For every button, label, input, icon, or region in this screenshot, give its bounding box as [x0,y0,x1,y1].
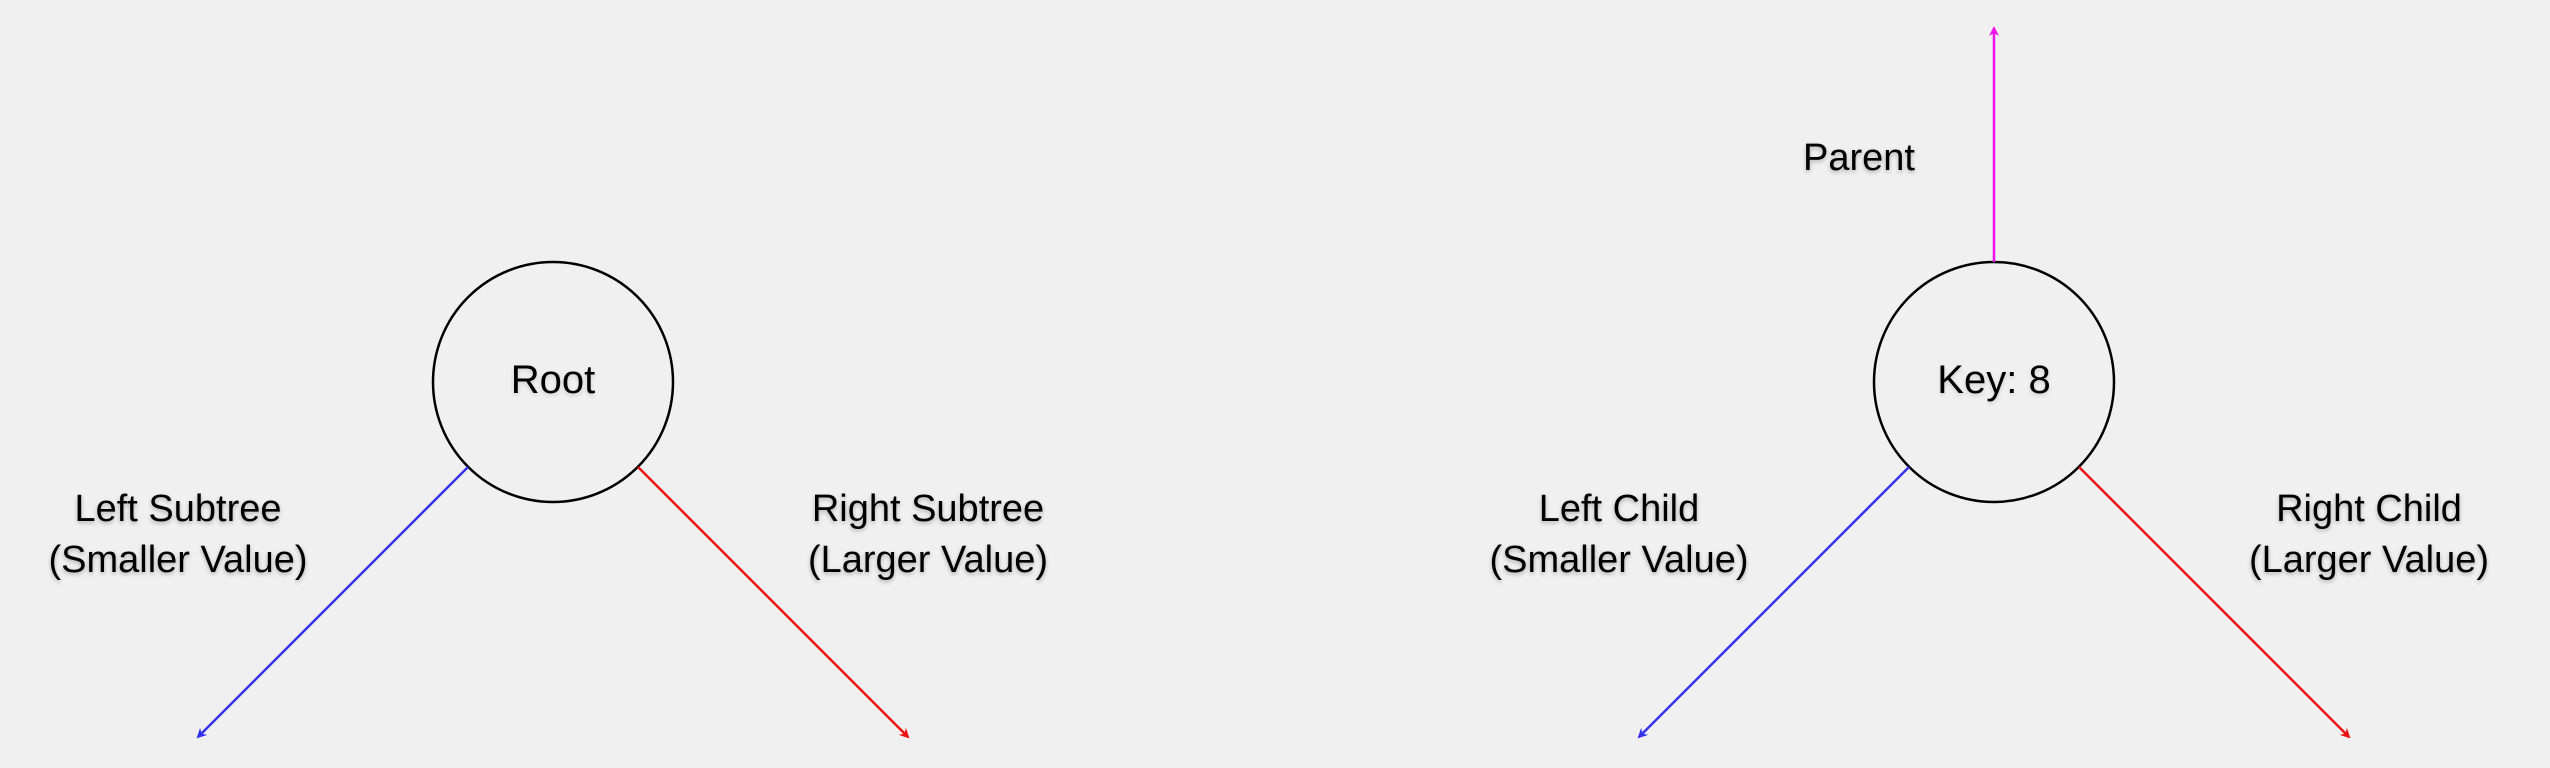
parent-label: Parent [1803,137,1915,179]
right-subtree-label: Right Subtree (Larger Value) [768,484,1088,586]
left-child-label-line1: Left Child [1538,488,1700,530]
right-child-label: Right Child (Larger Value) [2209,484,2529,586]
left-subtree-label-line2: (Smaller Value) [48,539,308,581]
left-child-edge [1637,466,1910,739]
right-child-label-line1: Right Child [2276,488,2462,530]
root-node-label: Root [510,358,596,402]
right-subtree-label-line2: (Larger Value) [807,539,1049,581]
left-child-label-line2: (Smaller Value) [1489,539,1749,581]
key-node-label: Key: 8 [1937,358,2051,402]
right-subtree-edge [637,466,910,739]
root-node [431,260,675,504]
left-subtree-edge [196,466,469,739]
left-child-label: Left Child (Smaller Value) [1459,484,1779,586]
left-subtree-label: Left Subtree (Smaller Value) [18,484,338,586]
left-subtree-label-line1: Left Subtree [74,488,282,530]
right-child-label-line2: (Larger Value) [2248,539,2490,581]
right-subtree-label-line1: Right Subtree [811,488,1045,530]
right-child-edge [2078,466,2351,739]
